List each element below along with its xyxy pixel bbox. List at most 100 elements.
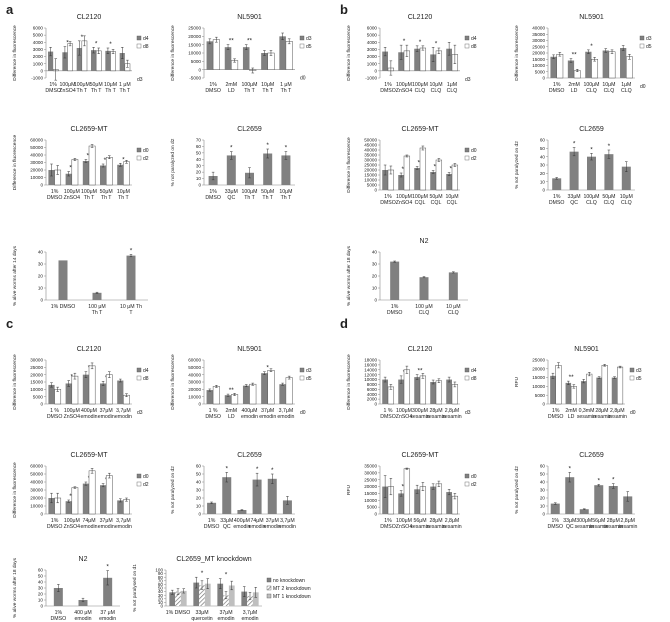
y-tick-label: 1000 — [367, 61, 378, 66]
bar — [88, 365, 96, 405]
bar — [82, 161, 89, 185]
bar — [398, 379, 404, 404]
bar — [105, 157, 113, 186]
y-axis-label: Difference in fluorescence — [12, 25, 18, 81]
y-tick-label: 50000 — [30, 145, 43, 150]
bar — [430, 172, 436, 190]
bar — [550, 56, 557, 78]
category-label-line: Th T — [281, 195, 292, 201]
bar — [110, 51, 116, 72]
category-label-line: emodin — [264, 524, 281, 530]
bar — [414, 489, 420, 514]
chart-title: N2 — [79, 556, 88, 563]
category-label-line: 3,7μM — [280, 518, 295, 524]
y-axis-label: % not paralyzed on d2 — [514, 466, 520, 514]
category-label: 1% DMSO — [51, 610, 67, 622]
category-label-line: 1 μM — [119, 82, 131, 88]
y-tick-label: 15000 — [364, 173, 377, 178]
category-label-line: 1 μM — [280, 82, 292, 88]
bar — [267, 478, 277, 514]
category-label-line: 37μM — [219, 610, 232, 616]
category-label: 1 % DMSO — [47, 408, 63, 420]
category-label-line: DMSO — [45, 88, 61, 94]
bar — [608, 486, 618, 514]
panel-letter-c: c — [6, 316, 13, 331]
category-label-line: 100μM — [81, 189, 97, 195]
y-axis-label: % alive worms after 18 days — [346, 245, 352, 306]
category-label-line: 74μM — [82, 518, 95, 524]
y-tick-label: 50 — [196, 150, 202, 155]
category-label-line: Th T — [244, 195, 255, 201]
legend-label: d8 — [471, 44, 477, 50]
category-label-line: ZnSO4 — [64, 524, 81, 530]
bar — [390, 261, 400, 300]
category-label-line: 1% — [49, 82, 57, 88]
category-label-line: 2,8μM — [610, 408, 625, 414]
bar — [567, 60, 575, 78]
bar — [91, 50, 97, 71]
category-label-line: 100μM — [74, 82, 90, 88]
legend-label: d0 — [471, 148, 477, 154]
category-label: 50μM CLQ — [602, 194, 615, 206]
category-label-line: DMSO — [380, 524, 396, 530]
bar — [224, 395, 232, 404]
bar — [419, 147, 427, 191]
y-tick-label: 20 — [196, 170, 202, 175]
category-label-line: LD — [228, 414, 235, 420]
y-tick-label: 10 — [540, 504, 546, 509]
significance-mark: * — [590, 146, 593, 153]
y-tick-label: 30 — [158, 593, 164, 598]
y-tick-label: 30000 — [188, 380, 201, 385]
day-label: d0 — [640, 84, 646, 90]
y-tick-label: 5000 — [367, 183, 378, 188]
bar — [82, 374, 89, 404]
bar — [242, 385, 250, 404]
category-label-line: 2mM — [226, 408, 238, 414]
legend-swatch — [464, 35, 470, 41]
y-tick-label: 0 — [40, 68, 43, 73]
category-label-line: 28μM — [607, 518, 620, 524]
y-tick-label: 90 — [158, 571, 164, 576]
y-tick-label: 50000 — [364, 138, 377, 143]
category-label-line: ZnSO4 — [396, 524, 413, 530]
category-label: 300μM sesamin — [575, 518, 594, 530]
bar — [602, 50, 609, 78]
y-tick-label: 40000 — [188, 372, 201, 377]
y-tick-label: 50 — [540, 472, 546, 477]
legend-swatch — [299, 375, 305, 381]
bar — [65, 383, 72, 404]
y-tick-label: 60 — [540, 138, 546, 143]
category-label-line: sesamin — [618, 524, 637, 530]
category-label-line: emodin — [80, 524, 97, 530]
bar — [580, 381, 587, 404]
bar — [204, 583, 211, 606]
y-tick-label: 40000 — [30, 153, 43, 158]
y-tick-label: 40 — [158, 589, 164, 594]
category-label-line: LD — [571, 88, 578, 94]
category-label-line: DMSO — [380, 200, 396, 206]
y-tick-label: 30 — [38, 262, 44, 267]
category-label-line: 37μM — [100, 408, 113, 414]
category-label-line: 100μM — [412, 82, 428, 88]
y-tick-label: 0 — [542, 188, 545, 193]
category-label-line: 100μM — [412, 194, 428, 200]
bar — [206, 390, 214, 404]
category-label: 400μM emodin — [80, 408, 97, 420]
category-label-line: DMSO — [205, 88, 221, 94]
significance-mark: * — [66, 40, 69, 47]
category-label-line: 400 μM — [74, 610, 91, 616]
legend-swatch — [629, 375, 635, 381]
chart-d-18: CL2659-MT RFU 0 5000 10000 15000 20000 25000 300… — [346, 452, 477, 530]
category-label-line: emodin — [277, 414, 294, 420]
category-label-line: 33μM — [225, 189, 238, 195]
significance-mark: * — [266, 365, 269, 372]
significance-mark: * — [122, 156, 125, 163]
bar — [565, 382, 572, 404]
bar — [620, 48, 627, 78]
y-tick-label: 30000 — [30, 488, 43, 493]
y-tick-label: 6000 — [367, 26, 378, 31]
category-label-line: Th T — [92, 310, 103, 316]
significance-mark: * — [285, 145, 288, 152]
legend-swatch — [136, 473, 142, 479]
y-tick-label: 10000 — [364, 178, 377, 183]
